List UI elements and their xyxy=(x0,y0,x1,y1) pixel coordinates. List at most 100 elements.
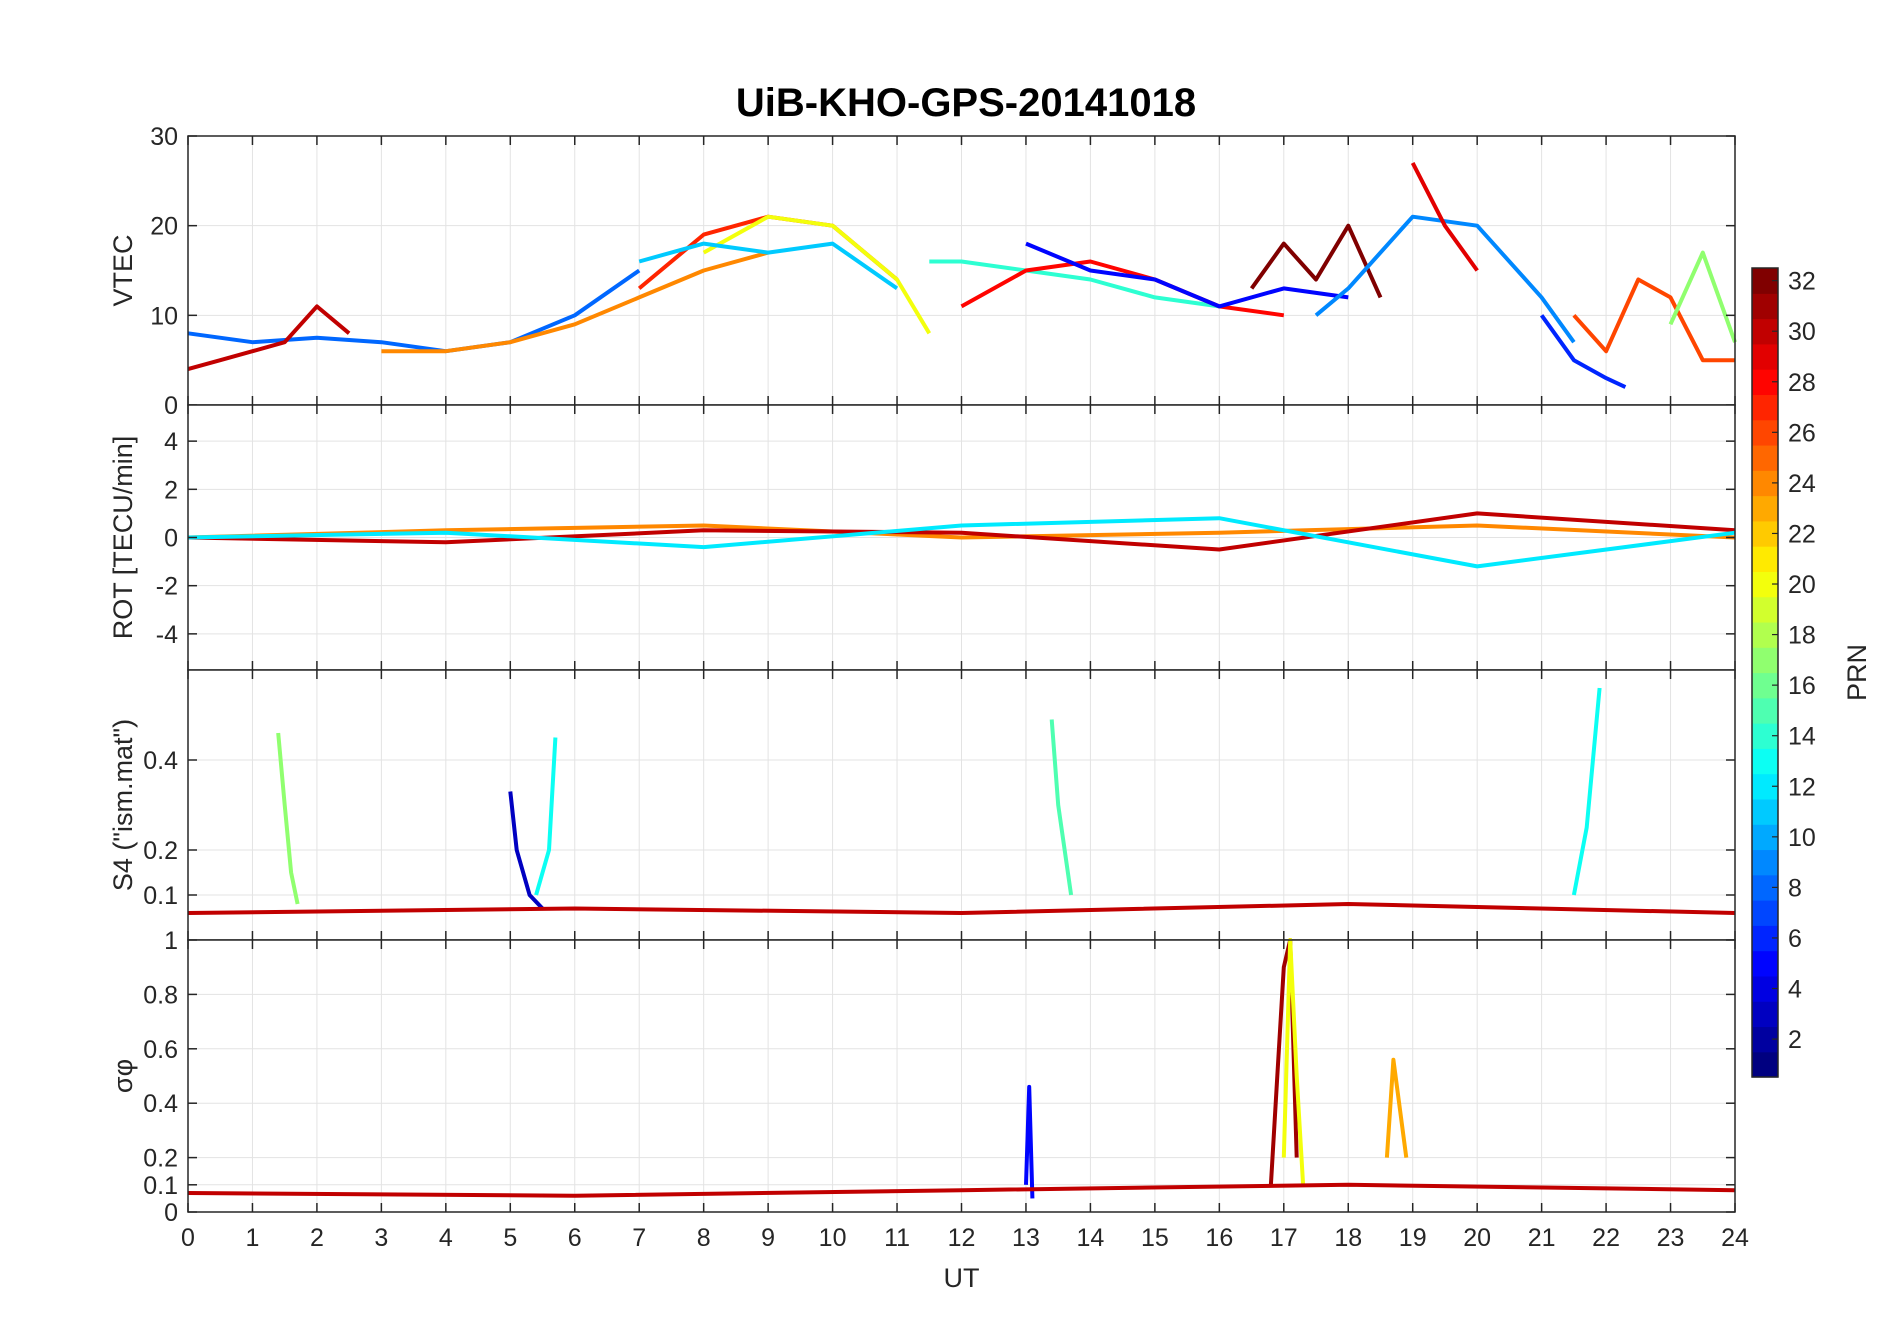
y-tick-label: 0.2 xyxy=(143,837,178,865)
x-tick-label: 2 xyxy=(310,1224,324,1252)
colorbar-segment xyxy=(1752,343,1778,370)
series-line-prn-9 xyxy=(1314,214,1576,344)
x-tick-label: 9 xyxy=(761,1224,775,1252)
series-line-prn-13 xyxy=(534,737,558,896)
colorbar-segment xyxy=(1752,444,1778,471)
colorbar-segment xyxy=(1752,546,1778,572)
series-line-prn-26 xyxy=(1572,277,1735,363)
series-line-prn-15 xyxy=(1049,719,1074,896)
x-tick-label: 23 xyxy=(1657,1224,1685,1252)
chart-title: UiB-KHO-GPS-20141018 xyxy=(736,81,1196,125)
y-tick-label: 1 xyxy=(164,927,178,955)
colorbar-tick-label: 18 xyxy=(1788,622,1816,650)
x-tick-label: 13 xyxy=(1012,1224,1040,1252)
colorbar-segment xyxy=(1752,849,1778,876)
x-tick-label: 20 xyxy=(1463,1224,1491,1252)
x-tick-label: 6 xyxy=(568,1224,582,1252)
series-line-prn-17 xyxy=(1668,250,1737,343)
series-line-prn-14 xyxy=(929,259,1220,309)
series-line-prn-3 xyxy=(508,791,544,910)
colorbar-segment xyxy=(1752,1051,1778,1078)
x-tick-label: 16 xyxy=(1205,1224,1233,1252)
colorbar-tick-label: 12 xyxy=(1788,773,1816,801)
panel-s4: 0.1 0.2 0.4S4 ("ism.mat") xyxy=(108,669,1736,941)
series-line-prn-13 xyxy=(1571,687,1602,896)
series-line-prn-17 xyxy=(276,732,300,905)
colorbar-tick-label: 14 xyxy=(1788,723,1816,751)
y-axis-label: σφ xyxy=(108,1059,138,1093)
x-tick-label: 17 xyxy=(1270,1224,1298,1252)
series-line-prn-32 xyxy=(1249,223,1383,299)
colorbar-segment xyxy=(1752,394,1778,421)
colorbar-tick-label: 28 xyxy=(1788,369,1816,397)
series-line-prn-5 xyxy=(1025,241,1349,309)
series-line-prn-24 xyxy=(381,250,769,354)
x-tick-label: 7 xyxy=(632,1224,646,1252)
series-line-prn-24 xyxy=(187,523,1736,540)
series-line-prn-11 xyxy=(638,241,899,291)
series-group xyxy=(187,938,1736,1199)
panel-rot: -4 -2 0 2 4 ROT [TECU/min] xyxy=(108,404,1736,671)
series-line-prn-30 xyxy=(187,1182,1736,1198)
y-tick-label: 10 xyxy=(150,302,178,330)
grid xyxy=(187,405,1736,670)
colorbar-segment xyxy=(1752,697,1778,724)
series-group xyxy=(187,511,1736,569)
colorbar-label: PRN xyxy=(1842,644,1872,701)
x-tick-label: 1 xyxy=(246,1224,260,1252)
colorbar-tick-label: 16 xyxy=(1788,672,1816,700)
y-tick-label: -2 xyxy=(156,573,178,601)
series-line-prn-20 xyxy=(702,214,932,335)
colorbar-segment xyxy=(1752,293,1778,320)
x-tick-label: 3 xyxy=(374,1224,388,1252)
series-line-prn-6 xyxy=(1539,314,1627,389)
x-tick-label: 14 xyxy=(1077,1224,1105,1252)
series-line-prn-23 xyxy=(1384,1057,1409,1158)
x-tick-label: 12 xyxy=(948,1224,976,1252)
y-tick-label: 0.6 xyxy=(143,1036,178,1064)
series-line-prn-5 xyxy=(1024,1084,1035,1199)
series-line-prn-30 xyxy=(187,511,1736,552)
x-tick-label: 11 xyxy=(884,1224,910,1252)
series-line-prn-29 xyxy=(1410,161,1479,272)
x-tick-label: 24 xyxy=(1721,1224,1749,1252)
series-line-prn-20 xyxy=(1281,938,1306,1185)
colorbar-segment xyxy=(1752,1001,1778,1028)
y-tick-label: 0.1 xyxy=(143,1172,178,1200)
y-tick-label: -4 xyxy=(156,621,178,649)
y-tick-label: 0 xyxy=(164,1199,178,1227)
x-tick-label: 18 xyxy=(1334,1224,1362,1252)
colorbar-tick-label: 6 xyxy=(1788,925,1802,953)
x-axis-label: UT xyxy=(944,1263,980,1293)
colorbar-tick-label: 4 xyxy=(1788,976,1802,1004)
colorbar-segment xyxy=(1752,798,1778,825)
x-tick-label: 10 xyxy=(819,1224,847,1252)
colorbar-segment xyxy=(1752,950,1778,977)
y-axis-label: VTEC xyxy=(108,234,138,306)
y-tick-label: 0.1 xyxy=(143,882,178,910)
x-tick-label: 4 xyxy=(439,1224,453,1252)
y-tick-label: 0 xyxy=(164,392,178,420)
x-tick-label: 15 xyxy=(1141,1224,1169,1252)
y-tick-label: 20 xyxy=(150,213,178,241)
colorbar-tick-label: 24 xyxy=(1788,470,1816,498)
colorbar-segment xyxy=(1752,647,1778,674)
x-tick-label: 8 xyxy=(697,1224,711,1252)
y-tick-label: 30 xyxy=(150,123,178,151)
x-tick-label: 21 xyxy=(1528,1224,1556,1252)
colorbar-tick-label: 10 xyxy=(1788,824,1816,852)
series-line-prn-12 xyxy=(187,516,1736,569)
colorbar-segment xyxy=(1752,748,1778,775)
y-axis-label: S4 ("ism.mat") xyxy=(108,719,138,891)
grid xyxy=(187,135,1736,406)
series-line-prn-30 xyxy=(187,902,1736,915)
y-tick-label: 4 xyxy=(164,428,178,456)
colorbar-frame xyxy=(1751,267,1779,1078)
x-tick-label: 22 xyxy=(1592,1224,1620,1252)
colorbar-tick-label: 22 xyxy=(1788,520,1816,548)
panel-vtec: 0 10 20 30 VTEC xyxy=(108,123,1737,420)
y-tick-label: 0.2 xyxy=(143,1145,178,1173)
colorbar-tick-label: 26 xyxy=(1788,419,1816,447)
